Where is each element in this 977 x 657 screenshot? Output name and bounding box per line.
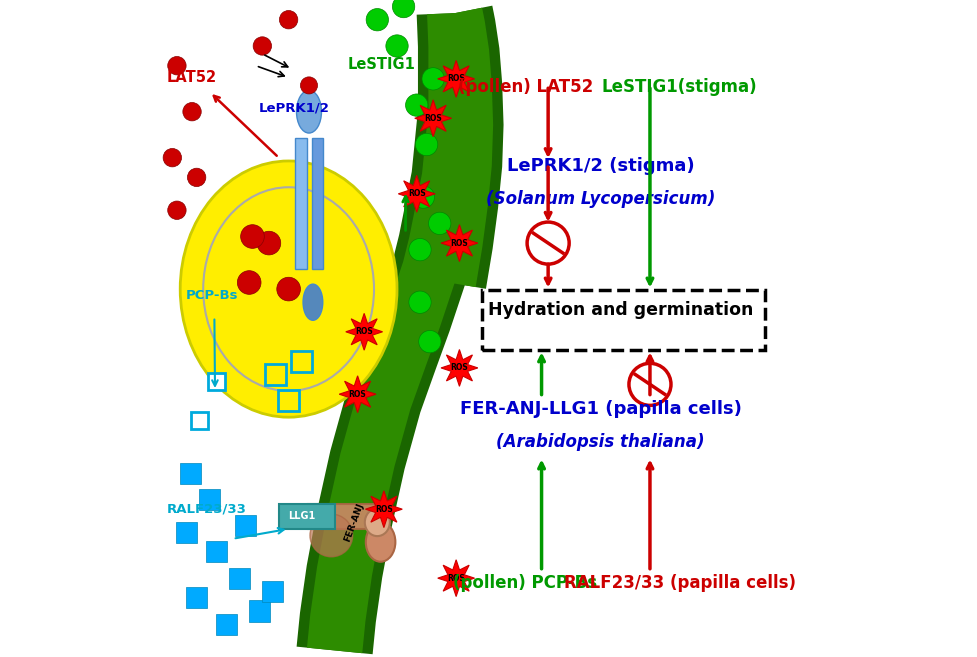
Circle shape (421, 68, 444, 90)
Text: ROS: ROS (446, 74, 464, 83)
Bar (278, 504, 334, 529)
Text: LePRK1/2 (stigma): LePRK1/2 (stigma) (506, 157, 694, 175)
Circle shape (167, 57, 186, 75)
Polygon shape (438, 560, 474, 597)
Text: ROS: ROS (446, 574, 464, 583)
Text: LeSTIG1(stigma): LeSTIG1(stigma) (601, 78, 756, 96)
Bar (176, 522, 197, 543)
Text: FER-ANJ: FER-ANJ (343, 501, 365, 543)
Circle shape (408, 238, 431, 261)
Ellipse shape (310, 514, 353, 557)
Text: LeSTIG1: LeSTIG1 (348, 57, 415, 72)
FancyBboxPatch shape (482, 290, 764, 350)
Text: LLG1: LLG1 (288, 510, 315, 521)
Bar (207, 373, 225, 390)
Circle shape (628, 363, 670, 405)
Ellipse shape (180, 161, 397, 417)
Bar (235, 515, 256, 536)
Ellipse shape (303, 284, 322, 321)
Circle shape (428, 212, 450, 235)
Text: LAT52: LAT52 (167, 70, 217, 85)
Circle shape (279, 11, 298, 29)
Circle shape (237, 271, 261, 294)
Circle shape (167, 201, 186, 219)
Bar (308, 504, 380, 529)
Polygon shape (339, 376, 375, 413)
Bar (180, 463, 200, 484)
Bar (229, 568, 249, 589)
Text: (Solanum Lycopersicum): (Solanum Lycopersicum) (486, 190, 714, 208)
Circle shape (415, 133, 438, 156)
Polygon shape (365, 491, 402, 528)
Text: RALF23/33 (papilla cells): RALF23/33 (papilla cells) (563, 574, 794, 592)
Bar (262, 581, 282, 602)
Text: (Arabidopsis thaliana): (Arabidopsis thaliana) (496, 433, 704, 451)
Polygon shape (414, 100, 451, 137)
Circle shape (418, 330, 441, 353)
Text: ROS: ROS (374, 505, 393, 514)
Ellipse shape (364, 509, 390, 536)
Text: ROS: ROS (349, 390, 366, 399)
Circle shape (392, 0, 414, 18)
Text: FER-ANJ-LLG1 (papilla cells): FER-ANJ-LLG1 (papilla cells) (459, 400, 741, 418)
Circle shape (527, 222, 569, 264)
Text: ROS: ROS (450, 363, 468, 373)
Circle shape (188, 168, 205, 187)
Text: RALF23/33: RALF23/33 (167, 503, 246, 516)
Circle shape (257, 231, 280, 255)
Text: ROS: ROS (450, 238, 468, 248)
Circle shape (411, 186, 434, 208)
Text: (pollen) PCP-Bs: (pollen) PCP-Bs (452, 574, 597, 592)
Polygon shape (441, 350, 478, 386)
Bar (199, 489, 220, 510)
Bar (186, 587, 207, 608)
Bar (291, 351, 312, 372)
Circle shape (240, 225, 264, 248)
Circle shape (365, 9, 388, 31)
Bar (277, 390, 299, 411)
Text: ROS: ROS (407, 189, 425, 198)
Circle shape (253, 37, 272, 55)
Circle shape (386, 35, 407, 57)
Circle shape (300, 77, 318, 94)
Circle shape (405, 94, 428, 116)
Polygon shape (398, 175, 435, 212)
Text: ROS: ROS (355, 327, 372, 336)
Ellipse shape (365, 522, 395, 562)
Bar (216, 614, 236, 635)
Circle shape (183, 102, 201, 121)
Polygon shape (438, 60, 474, 97)
Text: PCP-Bs: PCP-Bs (186, 289, 237, 302)
Text: LePRK1/2: LePRK1/2 (259, 102, 329, 115)
Text: (pollen) LAT52: (pollen) LAT52 (457, 78, 592, 96)
Circle shape (276, 277, 300, 301)
Text: Hydration and germination: Hydration and germination (488, 302, 752, 319)
Bar (191, 412, 208, 429)
Polygon shape (346, 313, 382, 350)
Bar (248, 600, 270, 622)
Polygon shape (441, 225, 478, 261)
Bar (265, 364, 285, 385)
Circle shape (163, 148, 182, 167)
Bar (312, 138, 323, 269)
Text: ROS: ROS (424, 114, 442, 123)
Circle shape (408, 291, 431, 313)
Ellipse shape (296, 91, 321, 133)
Bar (295, 138, 307, 269)
Bar (205, 541, 227, 562)
